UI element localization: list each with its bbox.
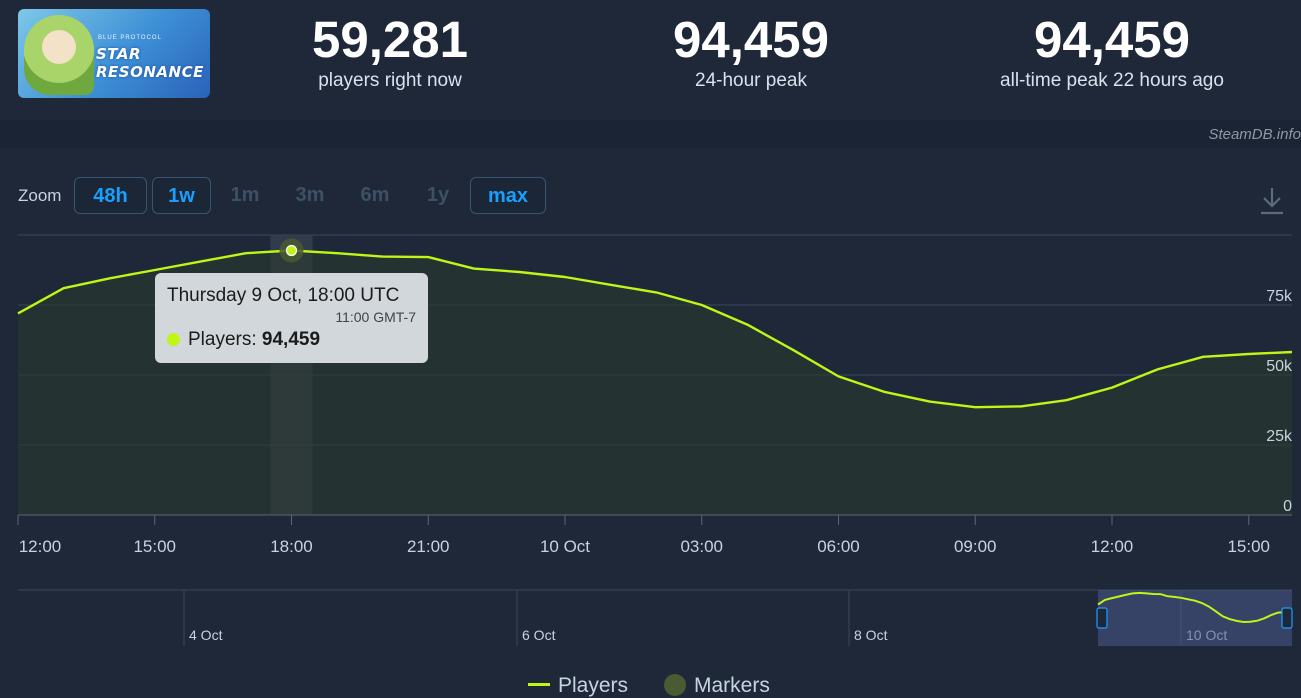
navigator-label: 8 Oct <box>854 627 888 643</box>
y-tick-label: 75k <box>1266 288 1293 305</box>
stat-label: players right now <box>318 70 462 91</box>
y-tick-label: 0 <box>1283 498 1292 515</box>
stat-24h-peak: 94,459 24-hour peak <box>640 12 862 94</box>
legend-label: Players <box>558 674 629 697</box>
stat-value: 94,459 <box>673 11 829 68</box>
zoom-3m-button[interactable]: 3m <box>295 184 325 206</box>
legend-dot-swatch <box>664 674 686 696</box>
legend-markers[interactable]: Markers <box>664 674 770 698</box>
y-tick-label: 50k <box>1266 358 1293 375</box>
zoom-max-button[interactable]: max <box>470 177 546 214</box>
stat-value: 59,281 <box>312 11 468 68</box>
tooltip-series-label: Players: <box>188 329 257 350</box>
zoom-1w-button[interactable]: 1w <box>152 177 211 214</box>
x-tick-label: 15:00 <box>1227 537 1270 556</box>
stat-value: 94,459 <box>1034 11 1190 68</box>
navigator-handle[interactable] <box>1281 607 1293 629</box>
x-tick-label: 12:00 <box>19 537 62 556</box>
zoom-label: Zoom <box>18 186 62 205</box>
stat-current-players: 59,281 players right now <box>290 12 490 94</box>
x-tick-label: 12:00 <box>1091 537 1134 556</box>
x-tick-label: 18:00 <box>270 537 313 556</box>
x-tick-label: 15:00 <box>133 537 176 556</box>
steamdb-credit[interactable]: SteamDB.info <box>1208 126 1301 143</box>
x-axis: 12:00 15:00 18:00 21:00 10 Oct 03:00 06:00 09:0… <box>17 514 1292 556</box>
stat-label: all-time peak 22 hours ago <box>1000 70 1224 91</box>
zoom-48h-button[interactable]: 48h <box>74 177 147 214</box>
zoom-1m-button[interactable]: 1m <box>230 184 260 206</box>
chart-tooltip: Thursday 9 Oct, 18:00 UTC 11:00 GMT-7 Pl… <box>155 273 428 363</box>
game-logo[interactable]: BLUE PROTOCOL STAR RESONANCE <box>18 9 210 98</box>
x-tick-label: 06:00 <box>817 537 860 556</box>
logo-subtitle: BLUE PROTOCOL <box>98 35 162 41</box>
legend-label: Markers <box>694 674 770 697</box>
tooltip-value-row: Players: 94,459 <box>167 329 320 351</box>
x-tick-label: 10 Oct <box>540 537 590 556</box>
legend-line-swatch <box>528 683 550 686</box>
y-tick-label: 25k <box>1266 428 1293 445</box>
download-icon[interactable] <box>1258 186 1286 216</box>
logo-title: STAR RESONANCE <box>96 45 204 81</box>
x-tick-label: 09:00 <box>954 537 997 556</box>
x-tick-label: 21:00 <box>407 537 450 556</box>
navigator-label: 6 Oct <box>522 627 556 643</box>
header: BLUE PROTOCOL STAR RESONANCE 59,281 play… <box>0 0 1301 120</box>
navigator-series-line <box>1097 591 1293 624</box>
navigator-handle[interactable] <box>1096 607 1108 629</box>
character-art <box>24 15 94 95</box>
stat-all-time-peak: 94,459 all-time peak 22 hours ago <box>970 12 1254 94</box>
tooltip-value: 94,459 <box>261 329 321 350</box>
stat-label: 24-hour peak <box>695 70 807 91</box>
x-tick-label: 03:00 <box>680 537 723 556</box>
zoom-1y-button[interactable]: 1y <box>426 184 450 206</box>
tooltip-local-time: 11:00 GMT-7 <box>335 309 416 325</box>
navigator-selection[interactable] <box>1098 590 1292 646</box>
legend-players[interactable]: Players <box>528 674 628 698</box>
y-axis-labels: 0 25k 50k 75k <box>1266 288 1293 515</box>
zoom-6m-button[interactable]: 6m <box>360 184 390 206</box>
players-series-line[interactable] <box>17 249 1293 409</box>
series-color-dot <box>167 333 180 346</box>
navigator-label: 4 Oct <box>189 627 223 643</box>
hover-point[interactable] <box>285 244 298 257</box>
tooltip-title: Thursday 9 Oct, 18:00 UTC <box>167 285 400 306</box>
